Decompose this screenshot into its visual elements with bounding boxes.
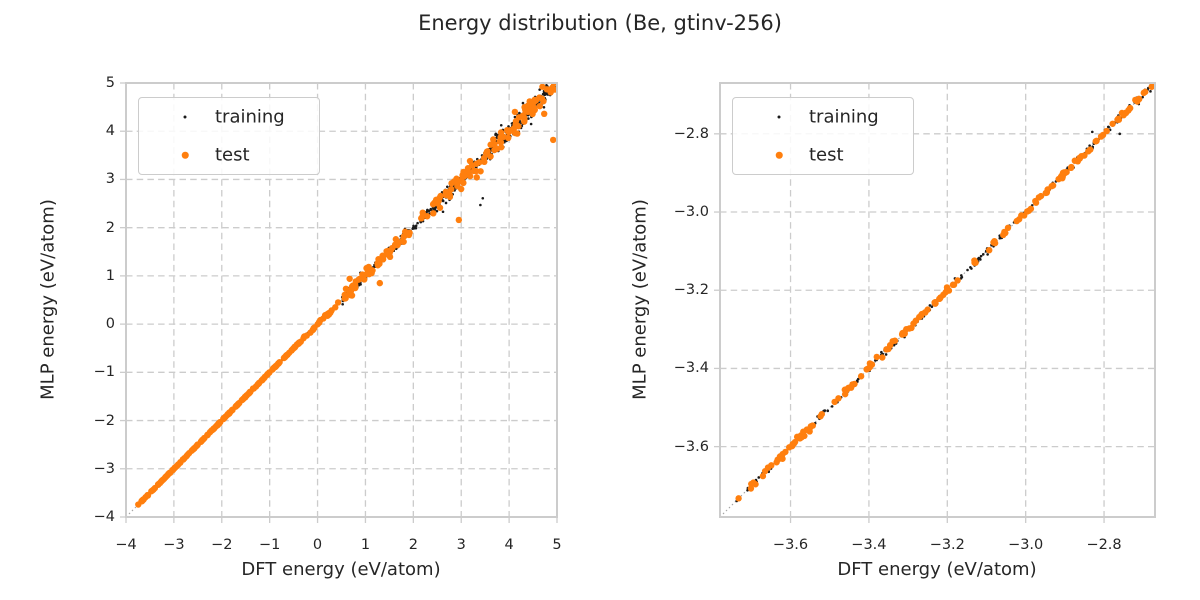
axes-border — [719, 82, 1156, 518]
right-x-axis-label: DFT energy (eV/atom) — [837, 559, 1037, 580]
figure-title: Energy distribution (Be, gtinv-256) — [418, 11, 782, 35]
legend-item-training: training — [733, 98, 913, 136]
right-scatter-canvas — [714, 82, 1156, 523]
test-points — [135, 83, 557, 508]
x-tick-label: −3.0 — [1008, 537, 1044, 553]
x-tick-label: −1 — [258, 537, 281, 553]
y-tick-label: −4 — [93, 509, 115, 525]
y-tick-label: −3.0 — [673, 204, 709, 221]
x-tick-label: 1 — [360, 537, 371, 553]
y-tick-label: 0 — [105, 316, 115, 333]
x-tick-label: −3.4 — [851, 537, 887, 553]
left-y-axis-label: MLP energy (eV/atom) — [37, 199, 59, 400]
y-tick-label: −1 — [93, 364, 115, 381]
x-tick-label: −3.6 — [772, 537, 809, 553]
legend-item-test: test — [139, 136, 319, 174]
legend-label-test: test — [809, 144, 844, 166]
x-tick-label: −3 — [163, 537, 185, 553]
grid — [720, 83, 1155, 517]
training-marker-icon — [183, 115, 187, 119]
y-tick-label: 5 — [105, 75, 115, 91]
left-scatter-canvas — [120, 82, 558, 523]
legend-item-test: test — [733, 136, 913, 174]
test-marker-icon — [775, 151, 783, 159]
ticks — [120, 82, 558, 523]
right-y-axis-label: MLP energy (eV/atom) — [629, 199, 651, 400]
y-tick-label: −2.8 — [673, 125, 709, 142]
x-tick-label: −4 — [115, 537, 137, 553]
y-tick-label: 4 — [105, 123, 115, 140]
test-points — [735, 83, 1155, 502]
legend-label-training: training — [809, 106, 879, 128]
x-tick-label: 5 — [552, 537, 562, 553]
x-tick-label: 2 — [408, 537, 418, 553]
x-tick-label: 0 — [312, 537, 323, 553]
y-tick-label: −2 — [93, 412, 115, 429]
ticks — [714, 133, 1105, 523]
legend-label-test: test — [215, 144, 250, 166]
axes-border — [125, 82, 558, 518]
y-tick-label: −3.4 — [673, 360, 709, 377]
y-tick-label: 1 — [105, 267, 115, 284]
y-tick-label: −3.6 — [673, 438, 709, 455]
right-legend: training test — [732, 97, 914, 175]
x-tick-label: −3.2 — [929, 537, 965, 553]
legend-item-training: training — [139, 98, 319, 136]
left-legend: training test — [138, 97, 320, 175]
x-tick-label: −2.8 — [1086, 537, 1122, 553]
left-x-axis-label: DFT energy (eV/atom) — [241, 559, 441, 580]
x-tick-label: 3 — [456, 537, 466, 553]
legend-label-training: training — [215, 106, 285, 128]
test-marker-icon — [181, 151, 189, 159]
x-tick-label: −2 — [211, 537, 233, 553]
x-tick-label: 4 — [504, 537, 514, 553]
y-tick-label: 3 — [105, 171, 115, 188]
y-tick-label: 2 — [105, 219, 115, 236]
training-marker-icon — [777, 115, 781, 119]
y-tick-label: −3.2 — [673, 282, 709, 299]
y-tick-label: −3 — [93, 460, 115, 477]
